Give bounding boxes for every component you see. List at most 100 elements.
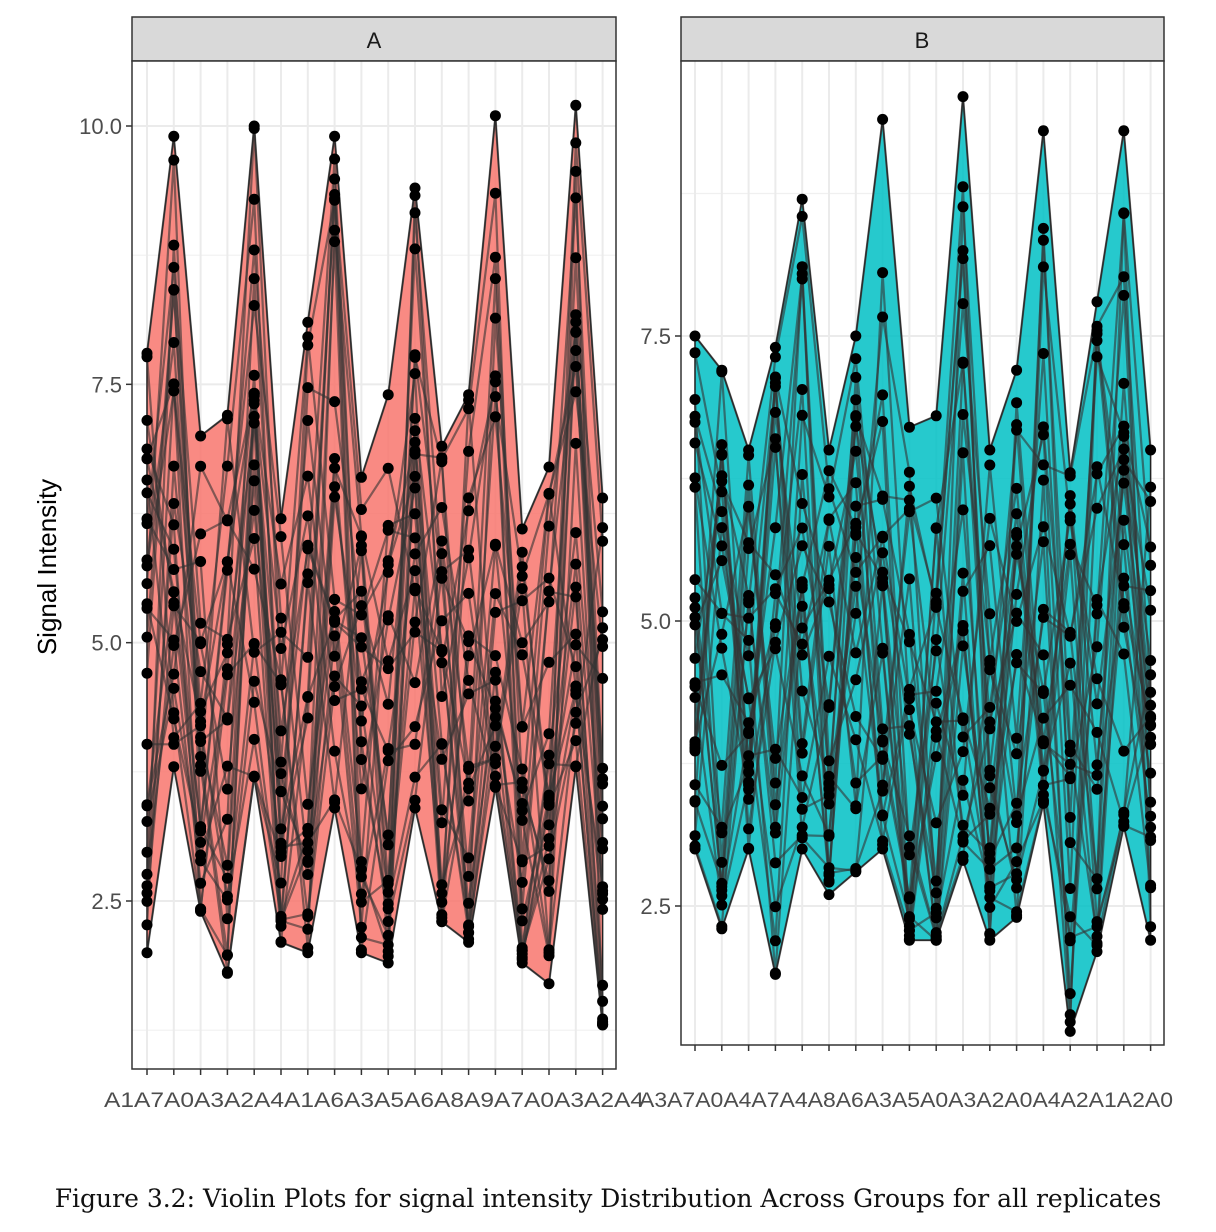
panel-b-replicate-line bbox=[693, 272, 1152, 943]
panel-a-data-point bbox=[195, 666, 207, 678]
panel-b-data-point bbox=[1037, 222, 1049, 234]
panel-a-data-point bbox=[516, 763, 528, 775]
panel-b-replicate-line bbox=[694, 96, 1152, 473]
panel-a-data-point bbox=[382, 743, 394, 754]
panel-a-data-point bbox=[302, 837, 314, 849]
panel-a-data-point bbox=[516, 915, 528, 927]
panel-b-replicate-line bbox=[693, 295, 1152, 908]
panel-b-data-point bbox=[930, 645, 942, 657]
panel-a-data-point bbox=[436, 896, 448, 908]
panel-b-data-point bbox=[850, 552, 862, 563]
panel-a-data-point bbox=[168, 682, 180, 694]
panel-a-data-point bbox=[141, 631, 153, 643]
panel-a-data-point bbox=[195, 836, 207, 848]
panel-a-data-point bbox=[409, 616, 421, 628]
panel-b: B 2.5 5.0 7.5 A3A7A0A4A7A4A8A6A3A5A0A3A2A0… bbox=[639, 16, 1173, 1112]
panel-b-data-point bbox=[850, 477, 862, 489]
panel-a-data-point bbox=[329, 396, 341, 408]
panel-a-data-point bbox=[597, 762, 609, 774]
panel-b-data-point bbox=[769, 351, 781, 363]
panel-a-data-point bbox=[141, 895, 153, 907]
panel-a-data-point bbox=[570, 192, 582, 204]
panel-a-data-point bbox=[248, 459, 260, 471]
panel-a-data-point bbox=[302, 577, 314, 589]
panel-a-data-point bbox=[489, 753, 501, 765]
panel-a-data-point bbox=[221, 712, 233, 724]
panel-a-data-point bbox=[221, 515, 233, 527]
panel-a-data-point bbox=[248, 696, 260, 708]
panel-a-y-tick-label: 7.5 bbox=[91, 372, 122, 397]
panel-a-y-axis: 2.5 5.0 7.5 10.0 bbox=[79, 114, 604, 1075]
panel-b-data-point bbox=[1037, 429, 1049, 441]
panel-a: A 2.5 5.0 7.5 10.0 A1A7A0A3A2A4A1A6A3A5A6A8… bbox=[79, 16, 644, 1112]
panel-a-data-point bbox=[302, 470, 314, 482]
panel-a-data-point bbox=[248, 410, 260, 422]
panel-a-data-point bbox=[543, 572, 555, 584]
panel-a-data-point bbox=[329, 695, 341, 706]
panel-b-data-point bbox=[716, 439, 728, 451]
panel-a-data-point bbox=[463, 445, 475, 457]
panel-a-data-point bbox=[195, 617, 207, 629]
panel-a-data-point bbox=[355, 888, 367, 900]
panel-b-data-point bbox=[1011, 615, 1023, 627]
panel-a-data-point bbox=[248, 646, 260, 658]
panel-a-data-point bbox=[382, 903, 394, 915]
panel-a-data-point bbox=[570, 661, 582, 673]
panel-b-data-point bbox=[689, 619, 701, 631]
panel-a-data-point bbox=[463, 630, 475, 642]
panel-a-data-point bbox=[409, 721, 421, 733]
panel-a-data-point bbox=[543, 596, 555, 608]
panel-b-data-point bbox=[984, 701, 996, 713]
panel-a-data-point bbox=[302, 382, 314, 394]
panel-a-data-point bbox=[382, 524, 394, 536]
panel-b-data-point bbox=[769, 588, 781, 600]
panel-b-data-point bbox=[1064, 911, 1076, 923]
panel-a-data-point bbox=[516, 814, 528, 826]
panel-b-data-point bbox=[716, 475, 728, 487]
panel-a-data-point bbox=[489, 110, 501, 122]
panel-a-data-point bbox=[436, 535, 448, 547]
panel-b-data-point bbox=[984, 892, 996, 904]
panel-a-data-point bbox=[516, 954, 528, 965]
panel-a-data-point bbox=[570, 706, 582, 718]
panel-b-data-point bbox=[769, 752, 781, 764]
panel-a-data-point bbox=[195, 765, 207, 777]
panel-a-data-point bbox=[221, 556, 233, 568]
panel-a-data-point bbox=[195, 821, 207, 833]
panel-b-data-point bbox=[1145, 739, 1157, 750]
panel-b-data-point bbox=[1011, 797, 1023, 809]
panel-b-data-point bbox=[769, 441, 781, 453]
panel-b-data-point bbox=[716, 899, 728, 911]
panel-a-data-point bbox=[463, 587, 475, 599]
panel-a-data-point bbox=[597, 641, 609, 652]
panel-b-data-point bbox=[1011, 649, 1023, 660]
panel-a-data-point bbox=[516, 570, 528, 582]
panel-b-data-point bbox=[850, 734, 862, 746]
panel-a-data-point bbox=[516, 561, 528, 573]
panel-b-data-point bbox=[957, 640, 969, 652]
panel-a-data-point bbox=[409, 508, 421, 520]
panel-b-data-point bbox=[1064, 1009, 1076, 1021]
panel-a-data-point bbox=[168, 640, 180, 651]
panel-a-data-point bbox=[141, 602, 153, 614]
panel-b-data-point bbox=[689, 416, 701, 428]
panel-b-data-point bbox=[984, 770, 996, 782]
panel-a-data-point bbox=[355, 754, 367, 765]
panel-a-data-point bbox=[195, 731, 207, 743]
panel-b-data-point bbox=[850, 865, 862, 877]
panel-b-data-point bbox=[823, 465, 835, 477]
panel-a-data-point bbox=[436, 804, 448, 816]
panel-b-data-point bbox=[1011, 364, 1023, 376]
panel-a-data-point bbox=[409, 243, 421, 255]
panel-b-data-point bbox=[796, 685, 808, 697]
panel-a-data-point bbox=[382, 755, 394, 767]
panel-b-data-point bbox=[769, 901, 781, 913]
panel-b-data-point bbox=[796, 770, 808, 782]
panel-a-data-point bbox=[543, 758, 555, 770]
panel-b-data-point bbox=[957, 746, 969, 758]
panel-a-data-point bbox=[489, 650, 501, 662]
panel-b-data-point bbox=[743, 750, 755, 762]
panel-a-data-point bbox=[543, 656, 555, 668]
panel-b-data-point bbox=[877, 566, 889, 578]
panel-b-data-point bbox=[689, 472, 701, 484]
